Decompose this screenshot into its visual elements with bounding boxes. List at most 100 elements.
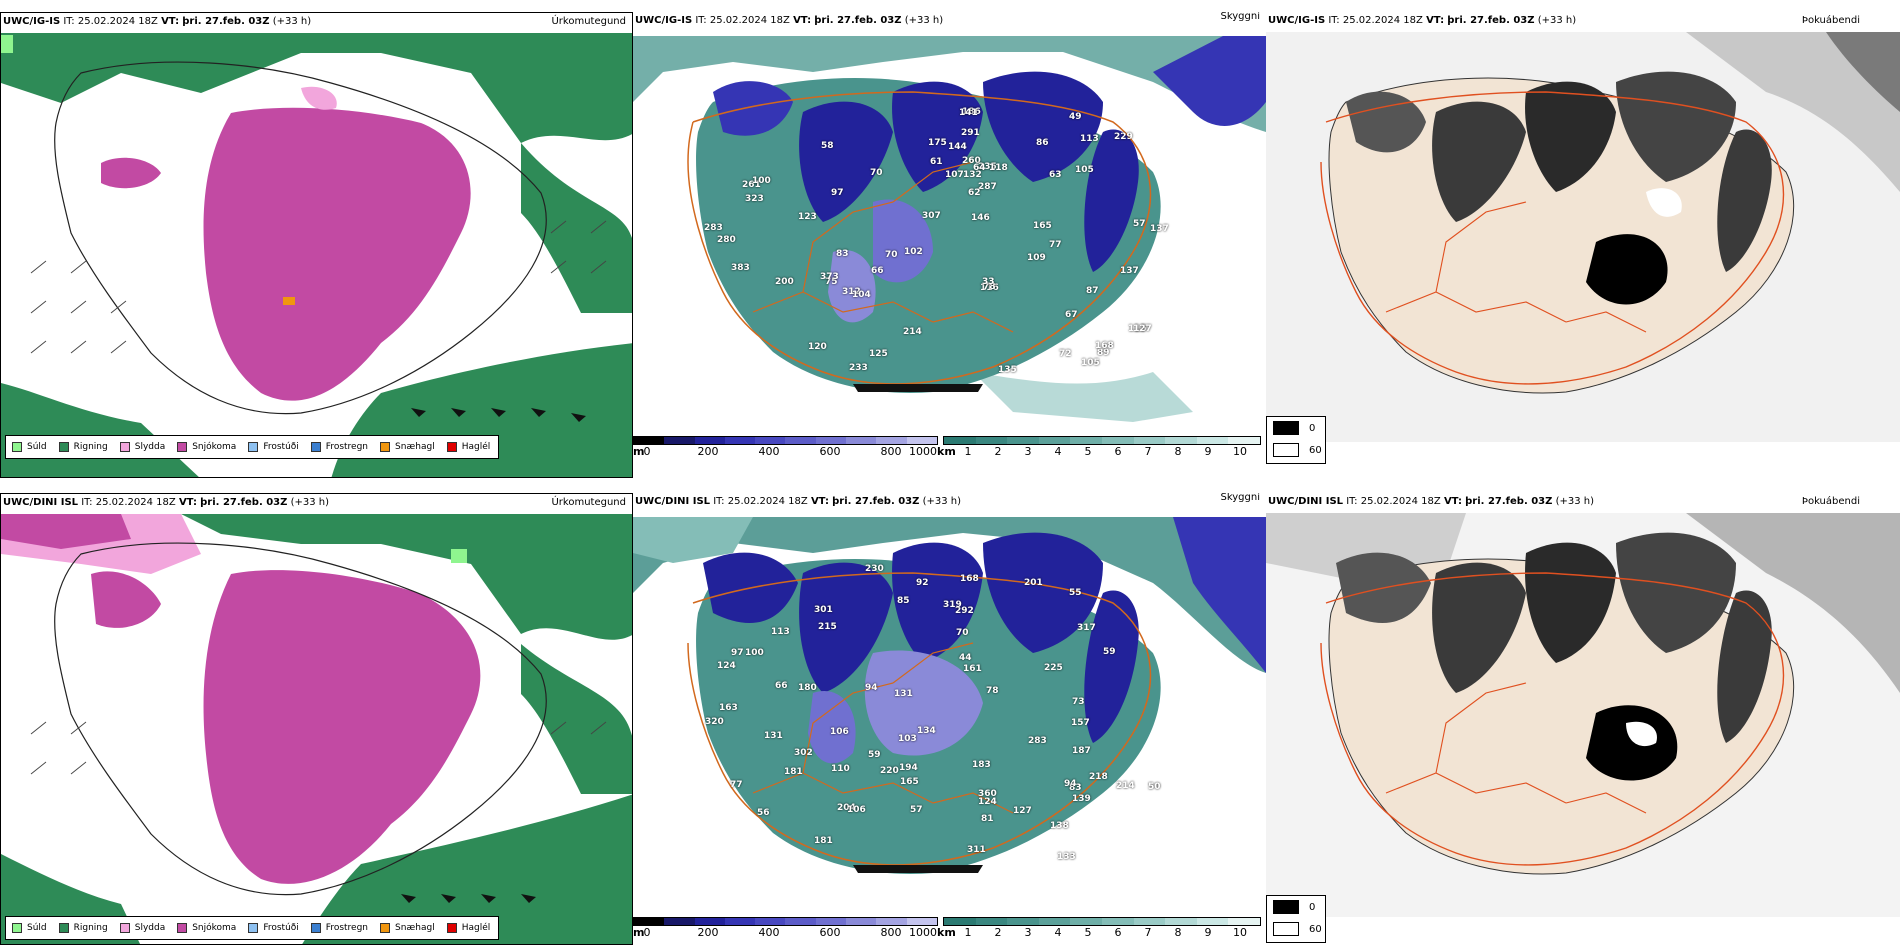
cloud-base-label: 59 [1103, 647, 1116, 657]
tick-label: 8 [1174, 926, 1182, 939]
tick-label: 10 [1233, 926, 1247, 939]
cloud-base-label: 186 [962, 107, 981, 117]
legend-swatch [248, 442, 259, 452]
cloud-base-label: 320 [705, 717, 724, 727]
cloud-base-label: 120 [808, 342, 827, 352]
cloud-base-label: 133 [1057, 852, 1076, 862]
fog-legend: 0 60 [1266, 895, 1326, 943]
model-name: UWC/DINI ISL [3, 497, 79, 508]
cloud-base-label: 102 [904, 247, 923, 257]
legend-swatch [380, 442, 391, 452]
legend-swatch [12, 923, 22, 933]
cloud-base-label: 220 [880, 766, 899, 776]
panel-title: Skyggni [1220, 493, 1260, 503]
valid-time: þri. 27.feb. 03Z [1447, 15, 1535, 26]
cloud-base-label: 165 [900, 777, 919, 787]
cloud-base-label: 85 [897, 596, 910, 606]
cloud-base-label: 218 [1089, 772, 1108, 782]
cloud-base-colorbar: m 0 200 400 600 800 1000 [633, 436, 938, 459]
precip-type-legend: Súld Rigning Slydda Snjókoma Frostúði Fr… [5, 916, 500, 940]
cloud-base-label: 383 [731, 263, 750, 273]
valid-label: VT: [810, 496, 829, 507]
cloud-base-unit: m [633, 926, 645, 939]
cloud-base-label: 194 [899, 763, 918, 773]
cloud-base-bar [633, 436, 938, 445]
cloud-base-label: 107 [945, 170, 964, 180]
tick-label: 0 [643, 445, 651, 458]
legend-swatch [177, 923, 188, 933]
cloud-base-label: 105 [1075, 165, 1094, 175]
cloud-base-label: 75 [825, 277, 838, 287]
cloud-base-label: 157 [1071, 718, 1090, 728]
issue-label: IT: [63, 16, 75, 27]
tick-label: 1 [964, 445, 972, 458]
cloud-base-label: 124 [717, 661, 736, 671]
cloud-base-label: 181 [814, 836, 833, 846]
tick-label: 1 [964, 926, 972, 939]
tick-label: 9 [1204, 926, 1212, 939]
valid-label: VT: [793, 15, 812, 26]
panel-header: UWC/IG-IS IT: 25.02.2024 18Z VT: þri. 27… [1268, 14, 1898, 28]
cloud-base-label: 81 [981, 814, 994, 824]
cloud-base-label: 97 [831, 188, 844, 198]
cloud-base-label: 73 [1072, 697, 1085, 707]
cloud-base-label: 113 [1080, 134, 1099, 144]
cloud-base-label: 302 [794, 748, 813, 758]
cloud-base-label: 104 [852, 290, 871, 300]
cloud-base-label: 181 [784, 767, 803, 777]
issue-time: 25.02.2024 18Z [95, 497, 176, 508]
cloud-base-label: 200 [775, 277, 794, 287]
cloud-base-label: 124 [978, 797, 997, 807]
cloud-base-label: 187 [1072, 746, 1091, 756]
cloud-base-label: 204 [837, 803, 856, 813]
cloud-base-label: 215 [818, 622, 837, 632]
legend-item: Rigning [58, 923, 108, 933]
cloud-base-label: 58 [821, 141, 834, 151]
cloud-base-label: 291 [961, 128, 980, 138]
cloud-base-label: 301 [814, 605, 833, 615]
cloud-base-label: 307 [922, 211, 941, 221]
cloud-base-label: 163 [719, 703, 738, 713]
model-name: UWC/IG-IS [3, 16, 61, 27]
visibility-bar [943, 436, 1261, 445]
cloud-base-unit: m [633, 445, 645, 458]
panel-title: Úrkomutegund [551, 16, 626, 27]
legend-item: Frostregn [310, 442, 368, 452]
legend-item: Haglél [446, 923, 490, 933]
tick-label: 4 [1054, 445, 1062, 458]
panel-header: UWC/DINI ISL IT: 25.02.2024 18Z VT: þri.… [635, 493, 1264, 509]
legend-swatch [58, 442, 69, 452]
cloud-base-label: 360 [978, 789, 997, 799]
cloud-base-label: 61 [930, 157, 943, 167]
tick-label: 9 [1204, 445, 1212, 458]
cloud-base-label: 66 [871, 266, 884, 276]
cloud-base-label: 168 [1095, 341, 1114, 351]
cloud-base-label: 70 [885, 250, 898, 260]
legend-item: Súld [12, 442, 47, 452]
precip-type-panel-top: UWC/IG-IS IT: 25.02.2024 18Z VT: þri. 27… [0, 12, 633, 478]
cloud-base-label: 183 [972, 760, 991, 770]
cloud-base-label: 161 [963, 664, 982, 674]
legend-item: Haglél [446, 442, 490, 452]
legend-swatch [248, 923, 259, 933]
legend-swatch [446, 442, 457, 452]
legend-item: Súld [12, 923, 47, 933]
cloud-base-label: 175 [928, 138, 947, 148]
cloud-base-label: 214 [903, 327, 922, 337]
cloud-base-label: 113 [771, 627, 790, 637]
legend-swatch [58, 923, 69, 933]
cloud-base-label: 94 [1064, 779, 1077, 789]
cloud-base-label: 260 [962, 156, 981, 166]
tick-label: 800 [880, 926, 902, 939]
fog-indicator-map [1266, 513, 1900, 917]
cloud-base-label: 100 [745, 648, 764, 658]
cloud-base-label: 116 [980, 283, 999, 293]
cloud-base-labels: 124 103 215 113 133 317 83 77 59 57 56 55 106 85 78 59 8… [633, 493, 1266, 945]
cloud-base-label: 62 [968, 188, 981, 198]
cloud-base-label: 106 [830, 727, 849, 737]
tick-label: 3 [1024, 926, 1032, 939]
issue-time: 25.02.2024 18Z [709, 15, 790, 26]
cloud-base-label: 78 [983, 282, 996, 292]
cloud-base-label: 105 [1081, 358, 1100, 368]
cloud-base-label: 87 [1086, 286, 1099, 296]
